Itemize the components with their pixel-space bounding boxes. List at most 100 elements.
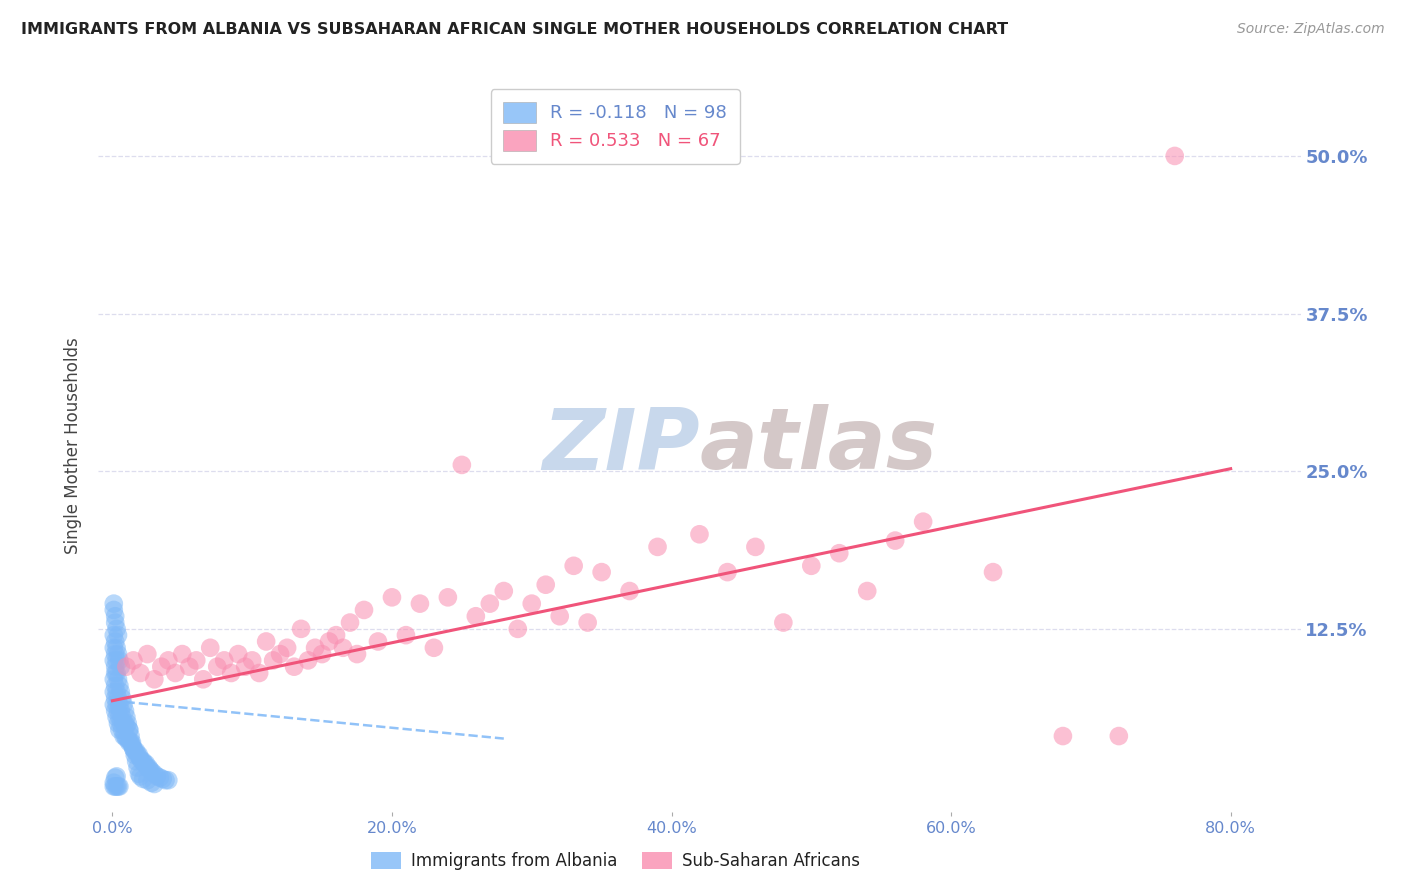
Point [108,780,131,794]
Point [108,723,131,737]
Point [506,622,529,636]
Point [186,653,208,667]
Point [103,698,125,712]
Point [576,615,599,630]
Point [110,685,132,699]
Point [647,540,669,554]
Point [110,716,132,731]
Point [108,710,131,724]
Point [141,775,163,789]
Point [884,533,907,548]
Point [143,673,166,687]
Point [591,565,613,579]
Point [115,731,138,746]
Point [353,603,375,617]
Point [254,634,277,648]
Point [104,771,127,785]
Point [104,704,127,718]
Point [121,735,143,749]
Point [110,704,132,718]
Point [395,628,418,642]
Point [105,710,128,724]
Point [520,597,543,611]
Point [125,744,148,758]
Point [108,653,131,667]
Point [1108,729,1130,743]
Point [105,665,128,680]
Point [104,679,127,693]
Point [143,777,166,791]
Point [105,653,128,667]
Point [437,591,460,605]
Point [128,747,150,762]
Point [118,723,141,737]
Point [103,597,125,611]
Point [121,738,143,752]
Point [104,609,127,624]
Point [283,659,305,673]
Point [409,597,432,611]
Point [107,647,129,661]
Point [104,647,127,661]
Point [115,710,138,724]
Point [233,659,256,673]
Point [103,780,125,794]
Point [744,540,766,554]
Point [269,647,291,661]
Point [103,640,125,655]
Point [103,603,125,617]
Point [247,665,270,680]
Point [107,716,129,731]
Point [112,698,135,712]
Point [150,659,173,673]
Point [128,767,150,781]
Point [135,756,157,771]
Point [138,761,160,775]
Point [562,558,585,573]
Point [129,665,152,680]
Point [103,628,125,642]
Point [311,647,333,661]
Point [122,653,145,667]
Point [132,754,155,768]
Text: atlas: atlas [700,404,938,488]
Point [688,527,710,541]
Point [207,659,229,673]
Point [149,771,172,785]
Point [118,723,141,737]
Legend: Immigrants from Albania, Sub-Saharan Africans: Immigrants from Albania, Sub-Saharan Afr… [364,845,866,877]
Point [114,716,136,731]
Point [105,640,128,655]
Point [115,659,138,673]
Point [127,761,149,775]
Point [120,735,142,749]
Point [112,716,135,731]
Point [276,640,298,655]
Point [120,729,142,743]
Point [108,698,131,712]
Point [125,754,148,768]
Point [114,704,136,718]
Point [716,565,738,579]
Point [141,764,163,779]
Point [464,609,486,624]
Point [143,767,166,781]
Y-axis label: Single Mother Households: Single Mother Households [65,338,83,554]
Point [548,609,571,624]
Point [117,731,139,746]
Text: ZIP: ZIP [541,404,700,488]
Point [115,719,138,733]
Point [108,679,131,693]
Point [912,515,935,529]
Point [200,640,222,655]
Point [129,752,152,766]
Point [105,769,128,783]
Point [136,761,159,775]
Point [193,673,215,687]
Point [346,647,368,661]
Point [110,659,132,673]
Point [139,763,162,777]
Point [107,704,129,718]
Text: Source: ZipAtlas.com: Source: ZipAtlas.com [1237,22,1385,37]
Point [772,615,794,630]
